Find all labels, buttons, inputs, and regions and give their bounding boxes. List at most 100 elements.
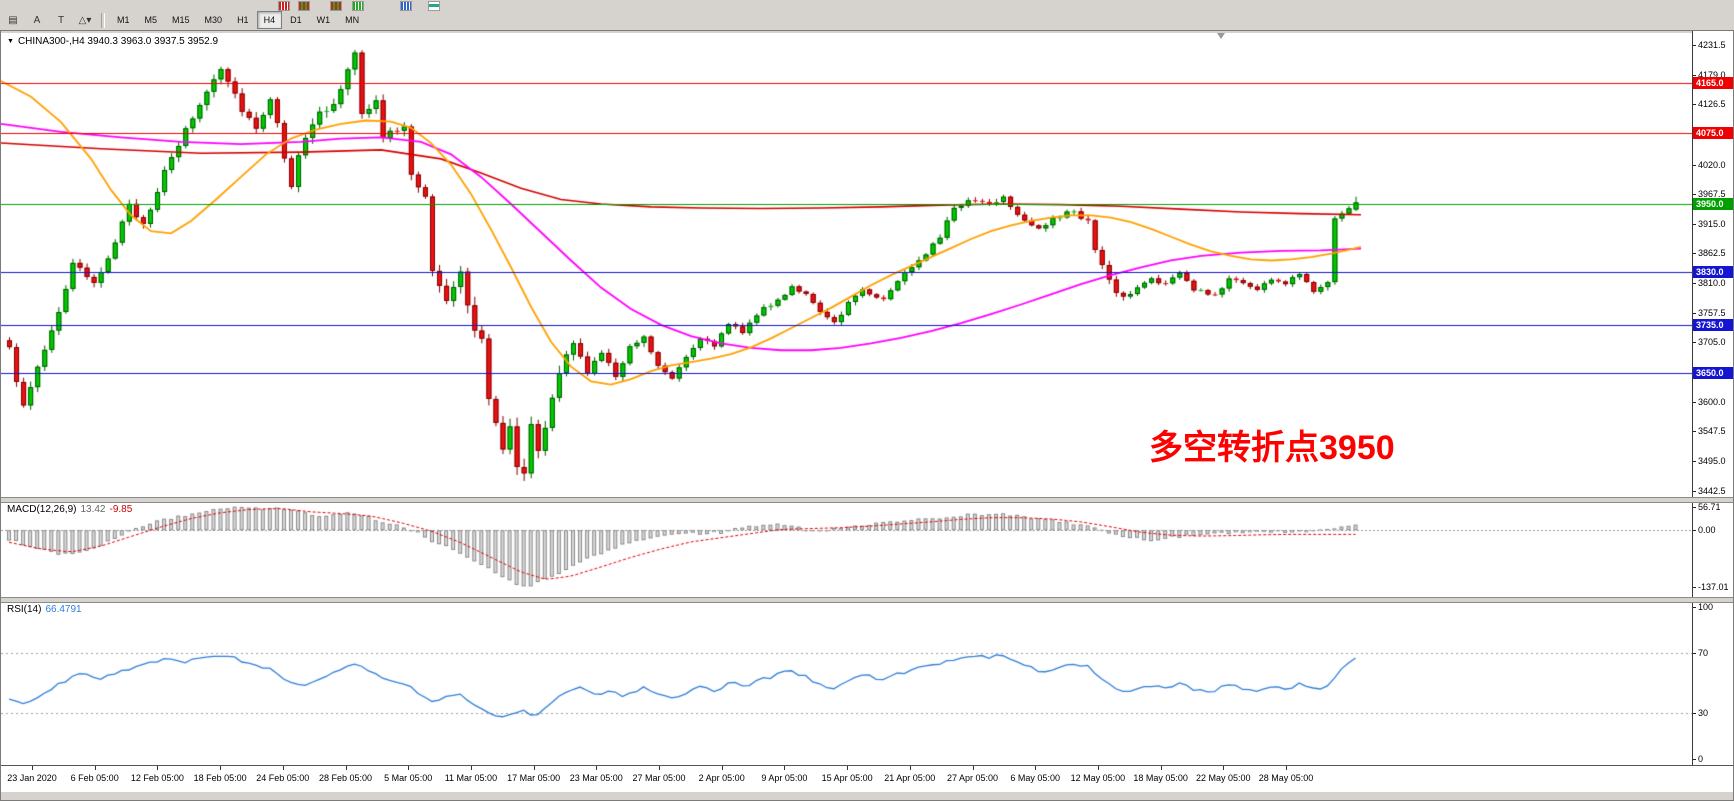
line-chart-mode-icon[interactable] xyxy=(330,1,342,11)
macd-signal-value: -9.85 xyxy=(109,504,133,515)
macd-chart-canvas[interactable] xyxy=(1,501,1692,597)
text-annotation-icon[interactable]: A xyxy=(33,14,41,26)
time-axis-tick xyxy=(1097,766,1099,770)
time-axis-label: 24 Feb 05:00 xyxy=(256,773,310,783)
axis-tick-mark xyxy=(1693,194,1696,196)
pane-splitter-macd[interactable] xyxy=(1,497,1733,503)
time-axis-tick xyxy=(533,766,535,770)
zoom-in-icon[interactable] xyxy=(352,1,364,11)
indicators-icon[interactable] xyxy=(428,1,440,11)
price-axis-label: 4231.5 xyxy=(1698,40,1726,51)
axis-tick-mark xyxy=(1693,587,1696,589)
timeframe-button-m15[interactable]: M15 xyxy=(172,15,190,25)
time-axis-tick xyxy=(1035,766,1037,770)
macd-pane: MACD(12,26,9) 13.42 -9.85 xyxy=(1,501,1692,597)
price-scale[interactable]: 4231.5 4179.0 4126.5 4075.0 4020.0 3967.5 3915… xyxy=(1692,31,1733,765)
time-axis-label: 17 Mar 05:00 xyxy=(507,773,561,783)
timeframe-button-mn[interactable]: MN xyxy=(345,15,360,25)
axis-tick-mark xyxy=(1693,223,1696,225)
price-axis-label: 3915.0 xyxy=(1698,218,1726,229)
axis-tick-mark xyxy=(1693,607,1696,609)
rsi-value: 66.4791 xyxy=(45,604,82,615)
rsi-pane: RSI(14) 66.4791 xyxy=(1,601,1692,765)
axis-tick-mark xyxy=(1693,431,1696,433)
pane-splitter-rsi[interactable] xyxy=(1,597,1733,603)
time-axis-tick xyxy=(345,766,347,770)
axis-tick-mark xyxy=(1693,460,1696,462)
price-level-badge: 3650.0 xyxy=(1693,367,1733,380)
timeframe-button-d1[interactable]: D1 xyxy=(290,15,302,25)
timeframe-button-m1[interactable]: M1 xyxy=(117,15,130,25)
timeframe-button-w1[interactable]: W1 xyxy=(316,15,331,25)
price-level-badge: 3830.0 xyxy=(1693,265,1733,278)
time-axis-tick xyxy=(470,766,472,770)
macd-name: MACD(12,26,9) xyxy=(7,504,77,515)
price-axis-label: 4179.0 xyxy=(1698,69,1726,80)
timeframe-button-h1[interactable]: H1 xyxy=(237,15,249,25)
axis-tick-mark xyxy=(1693,74,1696,76)
time-axis-label: 21 Apr 05:00 xyxy=(884,773,936,783)
price-chart-canvas[interactable] xyxy=(1,33,1692,497)
time-axis-tick xyxy=(909,766,911,770)
time-axis-label: 12 May 05:00 xyxy=(1070,773,1126,783)
price-axis-label: 3862.5 xyxy=(1698,248,1726,259)
symbol-dropdown-icon[interactable]: ▼ xyxy=(7,38,14,45)
axis-tick-mark xyxy=(1693,104,1696,106)
line-studies-toolbar: ▤ A T △▾ xyxy=(0,11,96,30)
macd-axis-label: 0.00 xyxy=(1698,525,1716,536)
time-axis-tick xyxy=(784,766,786,770)
time-axis-label: 9 Apr 05:00 xyxy=(761,773,808,783)
axis-tick-mark xyxy=(1693,253,1696,255)
time-axis-label: 6 Feb 05:00 xyxy=(70,773,119,783)
axis-tick-mark xyxy=(1693,312,1696,314)
time-axis-tick xyxy=(1160,766,1162,770)
macd-axis-label: 56.71 xyxy=(1698,501,1721,512)
time-axis-tick xyxy=(972,766,974,770)
grid-icon[interactable] xyxy=(400,1,412,11)
time-axis-label: 18 May 05:00 xyxy=(1133,773,1188,783)
candlestick-mode-icon[interactable] xyxy=(298,1,310,11)
macd-label: MACD(12,26,9) 13.42 -9.85 xyxy=(7,504,132,515)
price-axis-label: 3495.0 xyxy=(1698,455,1726,466)
rsi-axis-label: 0 xyxy=(1698,753,1704,764)
time-axis-label: 12 Feb 05:00 xyxy=(130,773,184,783)
time-axis-label: 6 May 05:00 xyxy=(1010,773,1060,783)
timeframe-button-m5[interactable]: M5 xyxy=(144,15,158,25)
axis-tick-mark xyxy=(1693,490,1696,492)
time-axis-tick xyxy=(408,766,410,770)
toolbar-separator xyxy=(101,12,105,28)
rsi-chart-canvas[interactable] xyxy=(1,601,1692,765)
axis-tick-mark xyxy=(1693,283,1696,285)
price-axis-label: 3967.5 xyxy=(1698,189,1726,200)
timeframe-button-h4[interactable]: H4 xyxy=(256,11,283,29)
rsi-axis-label: 100 xyxy=(1698,602,1714,613)
time-axis-tick xyxy=(220,766,222,770)
time-axis-tick xyxy=(157,766,159,770)
time-axis-tick xyxy=(596,766,598,770)
symbol-quote-text: CHINA300-,H4 3940.3 3963.0 3937.5 3952.9 xyxy=(17,36,219,47)
main-toolbar: ▤ A T △▾ M1 M5 M15 M30 H1 H4 D1 W1 MN xyxy=(0,0,1734,31)
axis-tick-mark xyxy=(1693,652,1696,654)
time-axis-label: 27 Apr 05:00 xyxy=(946,773,999,783)
charts-list-icon[interactable]: ▤ xyxy=(8,14,18,26)
rsi-axis-label: 30 xyxy=(1698,708,1709,719)
text-label-icon[interactable]: T xyxy=(57,14,65,26)
bar-chart-mode-icon[interactable] xyxy=(278,1,290,11)
chart-shift-marker[interactable] xyxy=(1217,33,1225,39)
time-axis-tick xyxy=(94,766,96,770)
time-axis-label: 18 Feb 05:00 xyxy=(193,773,247,783)
timeframe-toolbar: M1 M5 M15 M30 H1 H4 D1 W1 MN xyxy=(110,11,367,29)
macd-main-value: 13.42 xyxy=(80,504,106,515)
time-axis-label: 27 Mar 05:00 xyxy=(632,773,686,783)
shapes-tool-icon[interactable]: △▾ xyxy=(78,14,92,26)
rsi-name: RSI(14) xyxy=(7,604,42,615)
time-axis-label: 28 May 05:00 xyxy=(1258,773,1314,783)
time-axis-tick xyxy=(659,766,660,770)
axis-tick-mark xyxy=(1693,401,1696,403)
time-axis-tick xyxy=(282,766,284,770)
time-axis[interactable]: 23 Jan 2020 6 Feb 05:00 12 Feb 05:00 18 Feb… xyxy=(1,765,1733,792)
timeframe-button-m30[interactable]: M30 xyxy=(204,15,223,25)
axis-tick-mark xyxy=(1693,758,1696,760)
time-axis-label: 28 Feb 05:00 xyxy=(318,773,373,783)
